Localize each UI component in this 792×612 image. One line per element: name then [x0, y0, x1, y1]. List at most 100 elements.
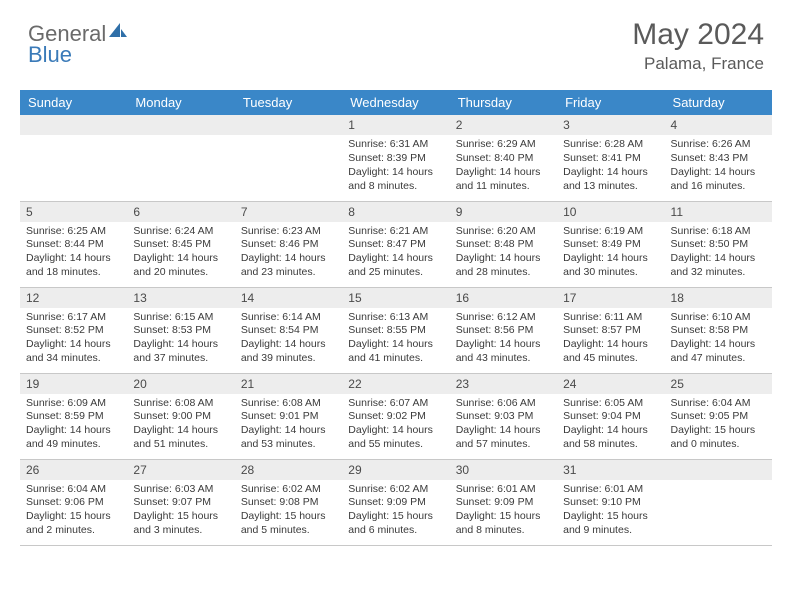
calendar-day-cell: 24Sunrise: 6:05 AMSunset: 9:04 PMDayligh…	[557, 373, 664, 459]
sunrise-text: Sunrise: 6:05 AM	[563, 397, 658, 411]
day-details: Sunrise: 6:10 AMSunset: 8:58 PMDaylight:…	[665, 308, 772, 370]
sunrise-text: Sunrise: 6:12 AM	[456, 311, 551, 325]
daylight-text: Daylight: 14 hours and 41 minutes.	[348, 338, 443, 366]
day-details: Sunrise: 6:02 AMSunset: 9:09 PMDaylight:…	[342, 480, 449, 542]
sunrise-text: Sunrise: 6:11 AM	[563, 311, 658, 325]
day-number: 12	[20, 288, 127, 308]
daylight-text: Daylight: 14 hours and 45 minutes.	[563, 338, 658, 366]
daylight-text: Daylight: 14 hours and 13 minutes.	[563, 166, 658, 194]
sunrise-text: Sunrise: 6:02 AM	[348, 483, 443, 497]
day-details: Sunrise: 6:17 AMSunset: 8:52 PMDaylight:…	[20, 308, 127, 370]
day-number: 24	[557, 374, 664, 394]
daylight-text: Daylight: 15 hours and 5 minutes.	[241, 510, 336, 538]
sunset-text: Sunset: 8:58 PM	[671, 324, 766, 338]
day-number: 18	[665, 288, 772, 308]
header: General May 2024 Palama, France	[0, 0, 792, 82]
day-number: 25	[665, 374, 772, 394]
calendar-day-cell: 20Sunrise: 6:08 AMSunset: 9:00 PMDayligh…	[127, 373, 234, 459]
day-details: Sunrise: 6:08 AMSunset: 9:00 PMDaylight:…	[127, 394, 234, 456]
day-details: Sunrise: 6:14 AMSunset: 8:54 PMDaylight:…	[235, 308, 342, 370]
sunrise-text: Sunrise: 6:23 AM	[241, 225, 336, 239]
sunset-text: Sunset: 9:04 PM	[563, 410, 658, 424]
sunrise-text: Sunrise: 6:31 AM	[348, 138, 443, 152]
calendar-day-cell: 7Sunrise: 6:23 AMSunset: 8:46 PMDaylight…	[235, 201, 342, 287]
day-details: Sunrise: 6:28 AMSunset: 8:41 PMDaylight:…	[557, 135, 664, 197]
daylight-text: Daylight: 14 hours and 23 minutes.	[241, 252, 336, 280]
day-number: 21	[235, 374, 342, 394]
day-number: 7	[235, 202, 342, 222]
daylight-text: Daylight: 14 hours and 49 minutes.	[26, 424, 121, 452]
sunset-text: Sunset: 8:46 PM	[241, 238, 336, 252]
sunrise-text: Sunrise: 6:14 AM	[241, 311, 336, 325]
calendar-day-cell: .	[665, 459, 772, 545]
sunset-text: Sunset: 9:07 PM	[133, 496, 228, 510]
calendar-week-row: 12Sunrise: 6:17 AMSunset: 8:52 PMDayligh…	[20, 287, 772, 373]
day-details: Sunrise: 6:15 AMSunset: 8:53 PMDaylight:…	[127, 308, 234, 370]
calendar-day-cell: 1Sunrise: 6:31 AMSunset: 8:39 PMDaylight…	[342, 115, 449, 201]
day-number: 2	[450, 115, 557, 135]
daylight-text: Daylight: 14 hours and 37 minutes.	[133, 338, 228, 366]
daylight-text: Daylight: 14 hours and 39 minutes.	[241, 338, 336, 366]
calendar-table: SundayMondayTuesdayWednesdayThursdayFrid…	[20, 90, 772, 546]
sunset-text: Sunset: 9:03 PM	[456, 410, 551, 424]
day-details: Sunrise: 6:09 AMSunset: 8:59 PMDaylight:…	[20, 394, 127, 456]
day-details: Sunrise: 6:18 AMSunset: 8:50 PMDaylight:…	[665, 222, 772, 284]
weekday-header: Sunday	[20, 90, 127, 115]
calendar-day-cell: 27Sunrise: 6:03 AMSunset: 9:07 PMDayligh…	[127, 459, 234, 545]
sunrise-text: Sunrise: 6:01 AM	[563, 483, 658, 497]
sunrise-text: Sunrise: 6:17 AM	[26, 311, 121, 325]
weekday-header: Wednesday	[342, 90, 449, 115]
sunset-text: Sunset: 8:57 PM	[563, 324, 658, 338]
weekday-header: Tuesday	[235, 90, 342, 115]
day-details: Sunrise: 6:31 AMSunset: 8:39 PMDaylight:…	[342, 135, 449, 197]
day-details: Sunrise: 6:04 AMSunset: 9:05 PMDaylight:…	[665, 394, 772, 456]
day-details: Sunrise: 6:19 AMSunset: 8:49 PMDaylight:…	[557, 222, 664, 284]
sunset-text: Sunset: 8:53 PM	[133, 324, 228, 338]
daylight-text: Daylight: 14 hours and 8 minutes.	[348, 166, 443, 194]
day-number: 16	[450, 288, 557, 308]
sunset-text: Sunset: 9:02 PM	[348, 410, 443, 424]
day-details: Sunrise: 6:04 AMSunset: 9:06 PMDaylight:…	[20, 480, 127, 542]
day-details: Sunrise: 6:26 AMSunset: 8:43 PMDaylight:…	[665, 135, 772, 197]
sunrise-text: Sunrise: 6:01 AM	[456, 483, 551, 497]
calendar-day-cell: 6Sunrise: 6:24 AMSunset: 8:45 PMDaylight…	[127, 201, 234, 287]
calendar-day-cell: 22Sunrise: 6:07 AMSunset: 9:02 PMDayligh…	[342, 373, 449, 459]
sunrise-text: Sunrise: 6:04 AM	[26, 483, 121, 497]
weekday-header: Saturday	[665, 90, 772, 115]
calendar-day-cell: 28Sunrise: 6:02 AMSunset: 9:08 PMDayligh…	[235, 459, 342, 545]
day-number: 26	[20, 460, 127, 480]
daylight-text: Daylight: 14 hours and 32 minutes.	[671, 252, 766, 280]
logo-sail-icon	[108, 18, 128, 44]
sunrise-text: Sunrise: 6:08 AM	[133, 397, 228, 411]
sunrise-text: Sunrise: 6:25 AM	[26, 225, 121, 239]
calendar-day-cell: 31Sunrise: 6:01 AMSunset: 9:10 PMDayligh…	[557, 459, 664, 545]
day-details: Sunrise: 6:01 AMSunset: 9:10 PMDaylight:…	[557, 480, 664, 542]
day-number: 29	[342, 460, 449, 480]
day-number: 19	[20, 374, 127, 394]
day-number: 10	[557, 202, 664, 222]
sunrise-text: Sunrise: 6:18 AM	[671, 225, 766, 239]
sunrise-text: Sunrise: 6:07 AM	[348, 397, 443, 411]
sunset-text: Sunset: 9:01 PM	[241, 410, 336, 424]
sunrise-text: Sunrise: 6:10 AM	[671, 311, 766, 325]
month-title: May 2024	[632, 18, 764, 52]
sunset-text: Sunset: 8:56 PM	[456, 324, 551, 338]
day-details: Sunrise: 6:03 AMSunset: 9:07 PMDaylight:…	[127, 480, 234, 542]
daylight-text: Daylight: 14 hours and 43 minutes.	[456, 338, 551, 366]
sunset-text: Sunset: 9:06 PM	[26, 496, 121, 510]
day-number: 4	[665, 115, 772, 135]
sunset-text: Sunset: 8:39 PM	[348, 152, 443, 166]
sunset-text: Sunset: 8:44 PM	[26, 238, 121, 252]
day-number: 6	[127, 202, 234, 222]
day-details: Sunrise: 6:23 AMSunset: 8:46 PMDaylight:…	[235, 222, 342, 284]
calendar-day-cell: .	[235, 115, 342, 201]
calendar-week-row: 26Sunrise: 6:04 AMSunset: 9:06 PMDayligh…	[20, 459, 772, 545]
day-details: Sunrise: 6:20 AMSunset: 8:48 PMDaylight:…	[450, 222, 557, 284]
day-details: Sunrise: 6:29 AMSunset: 8:40 PMDaylight:…	[450, 135, 557, 197]
day-details: Sunrise: 6:08 AMSunset: 9:01 PMDaylight:…	[235, 394, 342, 456]
calendar-day-cell: 30Sunrise: 6:01 AMSunset: 9:09 PMDayligh…	[450, 459, 557, 545]
sunset-text: Sunset: 8:48 PM	[456, 238, 551, 252]
daylight-text: Daylight: 15 hours and 3 minutes.	[133, 510, 228, 538]
sunset-text: Sunset: 8:43 PM	[671, 152, 766, 166]
day-details: Sunrise: 6:02 AMSunset: 9:08 PMDaylight:…	[235, 480, 342, 542]
